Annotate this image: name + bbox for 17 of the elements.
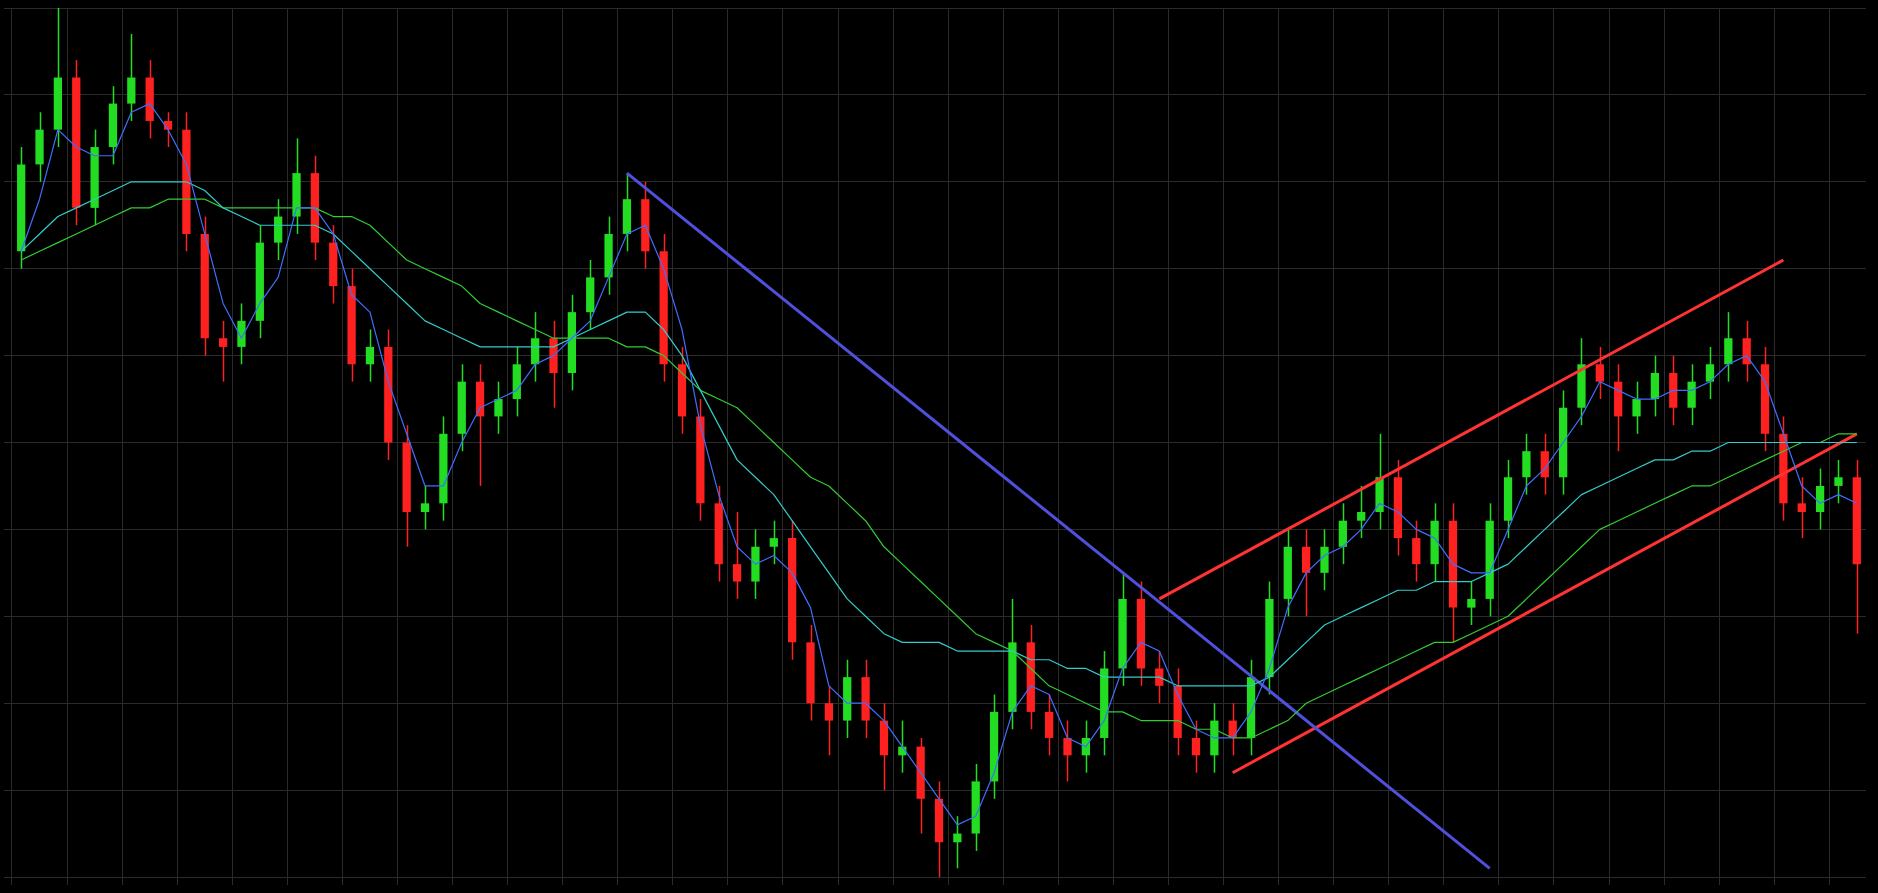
candlestick bbox=[1705, 346, 1715, 400]
candlestick bbox=[420, 485, 430, 531]
candlestick bbox=[1632, 380, 1641, 435]
candlestick bbox=[1467, 580, 1476, 626]
candlestick bbox=[824, 685, 833, 757]
candlestick bbox=[1834, 459, 1843, 505]
candlestick bbox=[1191, 719, 1201, 774]
candlestick bbox=[494, 380, 503, 435]
candlestick bbox=[769, 519, 778, 565]
candlestick bbox=[732, 511, 742, 600]
candlestick bbox=[218, 320, 228, 383]
candlestick bbox=[1155, 650, 1164, 704]
candlestick bbox=[1797, 476, 1806, 539]
candlestick bbox=[1357, 485, 1366, 539]
candlestick bbox=[1063, 719, 1072, 783]
candlestick bbox=[1595, 346, 1604, 400]
candlestick bbox=[365, 328, 375, 383]
